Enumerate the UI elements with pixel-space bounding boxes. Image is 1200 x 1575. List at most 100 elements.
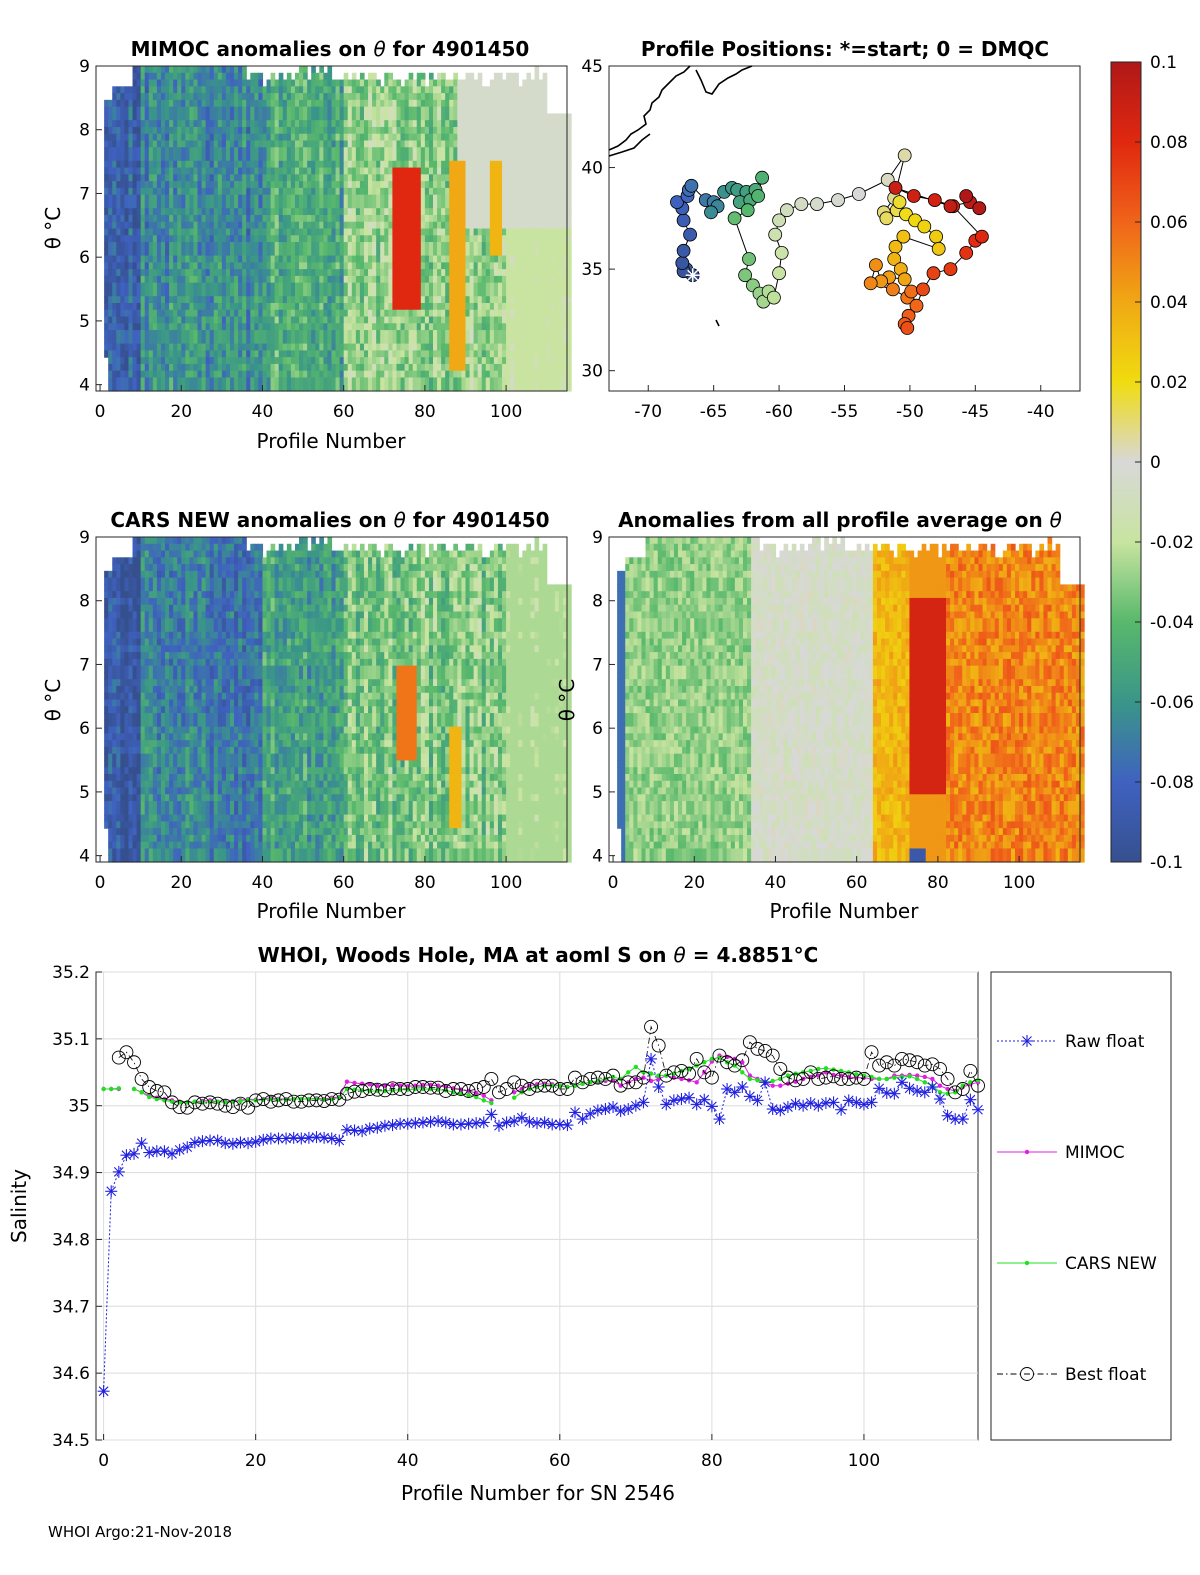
heatmap-cell xyxy=(112,168,117,175)
heatmap-cell xyxy=(323,323,328,330)
heatmap-cell xyxy=(165,181,170,188)
heatmap-cell xyxy=(108,174,113,181)
heatmap-cell xyxy=(356,120,361,127)
heatmap-cell xyxy=(336,195,341,202)
heatmap-cell xyxy=(202,215,207,222)
heatmap-cell xyxy=(409,289,414,296)
heatmap-cell xyxy=(405,303,410,310)
heatmap-cell xyxy=(380,195,385,202)
heatmap-cell xyxy=(376,222,381,229)
heatmap-cell xyxy=(222,134,227,141)
heatmap-cell xyxy=(332,371,337,378)
heatmap-cell xyxy=(124,222,129,229)
heatmap-cell xyxy=(291,283,296,290)
heatmap-cell xyxy=(169,195,174,202)
heatmap-cell xyxy=(327,310,332,317)
heatmap-cell xyxy=(161,127,166,134)
heatmap-cell xyxy=(352,303,357,310)
heatmap-cell xyxy=(271,127,276,134)
heatmap-cell xyxy=(307,154,312,161)
heatmap-cell xyxy=(396,100,401,107)
heatmap-cell xyxy=(222,269,227,276)
heatmap-cell xyxy=(295,276,300,283)
heatmap-cell xyxy=(173,371,178,378)
heatmap-cell xyxy=(145,134,150,141)
heatmap-cell xyxy=(226,154,231,161)
heatmap-cell xyxy=(380,317,385,324)
heatmap-cell xyxy=(368,86,373,93)
heatmap-cell xyxy=(169,289,174,296)
heatmap-cell xyxy=(332,113,337,120)
heatmap-cell xyxy=(120,188,125,195)
heatmap-cell xyxy=(332,100,337,107)
heatmap-cell xyxy=(145,140,150,147)
heatmap-cell xyxy=(275,229,280,236)
heatmap-cell xyxy=(226,215,231,222)
heatmap-cell xyxy=(222,229,227,236)
heatmap-cell xyxy=(177,289,182,296)
heatmap-cell xyxy=(356,262,361,269)
heatmap-cell xyxy=(141,337,146,344)
heatmap-cell xyxy=(279,377,284,384)
heatmap-cell xyxy=(392,256,397,263)
heatmap-cell xyxy=(173,276,178,283)
heatmap-cell xyxy=(384,93,389,100)
heatmap-cell xyxy=(340,100,345,107)
heatmap-cell xyxy=(303,256,308,263)
heatmap-cell xyxy=(137,337,142,344)
heatmap-cell xyxy=(315,154,320,161)
heatmap-cell xyxy=(198,140,203,147)
heatmap-cell xyxy=(250,235,255,242)
heatmap-cell xyxy=(364,371,369,378)
heatmap-cell xyxy=(267,113,272,120)
heatmap-cell xyxy=(279,107,284,114)
heatmap-cell xyxy=(388,317,393,324)
heatmap-cell xyxy=(287,140,292,147)
heatmap-cell xyxy=(271,337,276,344)
heatmap-cell xyxy=(315,215,320,222)
heatmap-cell xyxy=(323,371,328,378)
heatmap-cell xyxy=(161,222,166,229)
heatmap-cell xyxy=(108,201,113,208)
heatmap-cell xyxy=(267,384,272,391)
heatmap-cell xyxy=(401,371,406,378)
heatmap-cell xyxy=(271,283,276,290)
heatmap-cell xyxy=(161,107,166,114)
heatmap-cell xyxy=(242,235,247,242)
heatmap-cell xyxy=(332,127,337,134)
heatmap-cell xyxy=(356,323,361,330)
heatmap-cell xyxy=(242,73,247,80)
heatmap-cell xyxy=(291,201,296,208)
heatmap-cell xyxy=(319,147,324,154)
heatmap-cell xyxy=(198,344,203,351)
heatmap-cell xyxy=(311,276,316,283)
heatmap-cell xyxy=(271,195,276,202)
heatmap-cell xyxy=(230,208,235,215)
heatmap-cell xyxy=(356,384,361,391)
heatmap-cell xyxy=(202,181,207,188)
heatmap-cell xyxy=(112,323,117,330)
heatmap-cell xyxy=(214,80,219,87)
heatmap-cell xyxy=(323,134,328,141)
heatmap-cell xyxy=(275,120,280,127)
heatmap-cell xyxy=(409,222,414,229)
heatmap-cell xyxy=(137,181,142,188)
heatmap-cell xyxy=(376,174,381,181)
heatmap-cell xyxy=(372,229,377,236)
heatmap-cell xyxy=(340,371,345,378)
heatmap-cell xyxy=(295,154,300,161)
heatmap-cell xyxy=(356,344,361,351)
heatmap-cell xyxy=(189,371,194,378)
heatmap-cell xyxy=(291,107,296,114)
heatmap-cell xyxy=(258,80,263,87)
heatmap-cell xyxy=(405,323,410,330)
heatmap-cell xyxy=(336,344,341,351)
heatmap-cell xyxy=(413,201,418,208)
heatmap-cell xyxy=(108,303,113,310)
heatmap-cell xyxy=(254,181,259,188)
heatmap-cell xyxy=(222,350,227,357)
heatmap-cell xyxy=(165,310,170,317)
heatmap-cell xyxy=(173,296,178,303)
heatmap-cell xyxy=(409,377,414,384)
heatmap-cell xyxy=(189,357,194,364)
